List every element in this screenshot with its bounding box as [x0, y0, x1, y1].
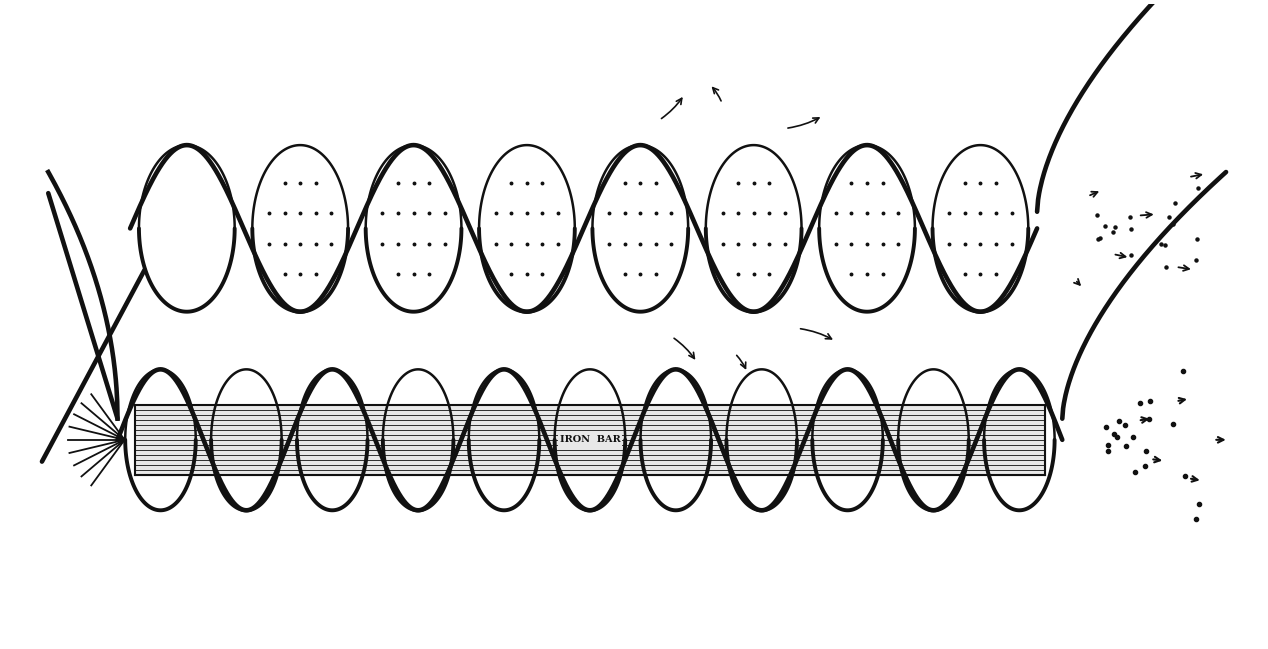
Text: IRON  BAR: IRON BAR — [559, 435, 620, 445]
